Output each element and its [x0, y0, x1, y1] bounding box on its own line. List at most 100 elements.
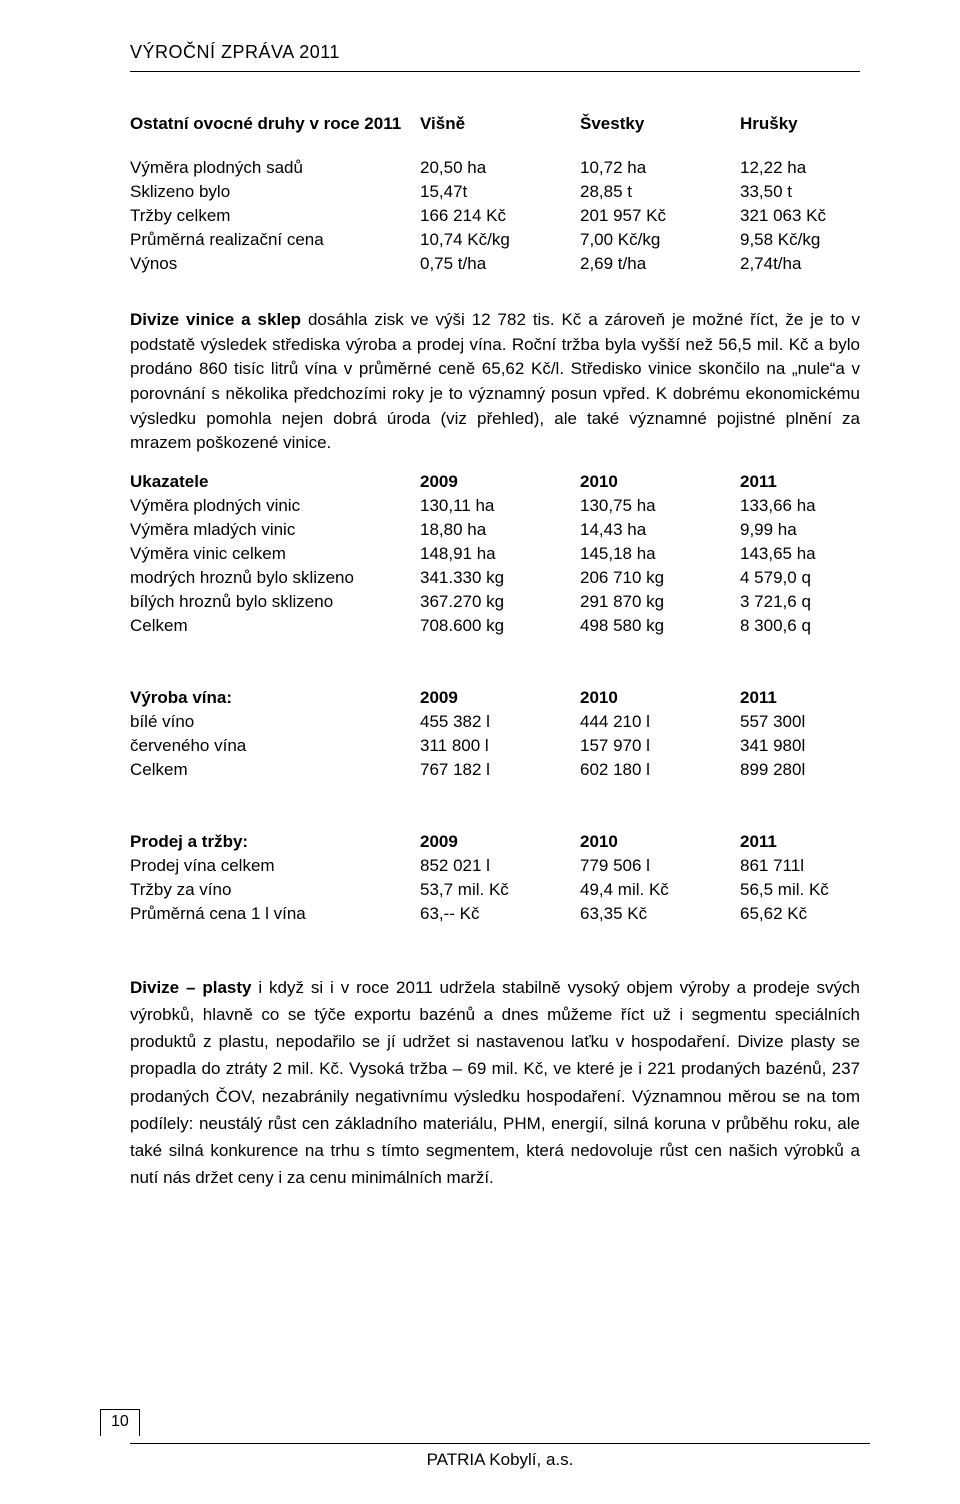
cell: 18,80 ha [420, 518, 580, 542]
page-number: 10 [100, 1409, 140, 1436]
cell: 56,5 mil. Kč [740, 878, 860, 902]
table-row: Průměrná cena 1 l vína63,-- Kč63,35 Kč65… [130, 902, 860, 926]
table-row: Výměra mladých vinic18,80 ha14,43 ha9,99… [130, 518, 860, 542]
cell: Celkem [130, 758, 420, 782]
cell: Výměra plodných sadů [130, 156, 420, 180]
cell: 899 280l [740, 758, 860, 782]
t3-h3: 2011 [740, 686, 860, 710]
t1-h0: Ostatní ovocné druhy v roce 2011 [130, 112, 420, 136]
cell: 130,75 ha [580, 494, 740, 518]
cell: 166 214 Kč [420, 204, 580, 228]
para2-lead: Divize – plasty [130, 978, 252, 997]
t2-h2: 2010 [580, 470, 740, 494]
cell: 557 300l [740, 710, 860, 734]
t2-h3: 2011 [740, 470, 860, 494]
cell: Průměrná realizační cena [130, 228, 420, 252]
cell: 602 180 l [580, 758, 740, 782]
cell: Sklizeno bylo [130, 180, 420, 204]
cell: 206 710 kg [580, 566, 740, 590]
table-row: Tržby celkem166 214 Kč201 957 Kč321 063 … [130, 204, 860, 228]
table-prodej: Prodej a tržby: 2009 2010 2011 Prodej ví… [130, 830, 860, 926]
cell: 455 382 l [420, 710, 580, 734]
t3-h1: 2009 [420, 686, 580, 710]
table-row: Celkem708.600 kg498 580 kg8 300,6 q [130, 614, 860, 638]
para1-lead: Divize vinice a sklep [130, 310, 301, 329]
cell: 3 721,6 q [740, 590, 860, 614]
cell: 2,69 t/ha [580, 252, 740, 276]
spacer [130, 136, 860, 156]
cell: 8 300,6 q [740, 614, 860, 638]
cell: 130,11 ha [420, 494, 580, 518]
cell: 291 870 kg [580, 590, 740, 614]
cell: 10,72 ha [580, 156, 740, 180]
footer: PATRIA Kobylí, a.s. [130, 1443, 870, 1470]
footer-org: PATRIA Kobylí, a.s. [130, 1450, 870, 1470]
t4-h0: Prodej a tržby: [130, 830, 420, 854]
table-ukazatele: Ukazatele 2009 2010 2011 Výměra plodných… [130, 470, 860, 638]
t4-h1: 2009 [420, 830, 580, 854]
cell: 63,-- Kč [420, 902, 580, 926]
cell: bílých hroznů bylo sklizeno [130, 590, 420, 614]
cell: 321 063 Kč [740, 204, 860, 228]
t1-h1: Višně [420, 112, 580, 136]
t3-h0: Výroba vína: [130, 686, 420, 710]
cell: Celkem [130, 614, 420, 638]
table-row: modrých hroznů bylo sklizeno341.330 kg20… [130, 566, 860, 590]
paragraph-plasty: Divize – plasty i když si i v roce 2011 … [130, 974, 860, 1192]
table-row: Výměra plodných vinic130,11 ha130,75 ha1… [130, 494, 860, 518]
cell: 133,66 ha [740, 494, 860, 518]
cell: 341.330 kg [420, 566, 580, 590]
footer-rule [130, 1443, 870, 1444]
cell: 20,50 ha [420, 156, 580, 180]
cell: Výměra mladých vinic [130, 518, 420, 542]
table-row: Sklizeno bylo15,47t28,85 t33,50 t [130, 180, 860, 204]
table-row: Prodej vína celkem852 021 l779 506 l861 … [130, 854, 860, 878]
table-row: bílých hroznů bylo sklizeno367.270 kg291… [130, 590, 860, 614]
cell: 15,47t [420, 180, 580, 204]
table-vyroba: Výroba vína: 2009 2010 2011 bílé víno455… [130, 686, 860, 782]
cell: červeného vína [130, 734, 420, 758]
cell: bílé víno [130, 710, 420, 734]
t2-h1: 2009 [420, 470, 580, 494]
cell: 0,75 t/ha [420, 252, 580, 276]
table-row: bílé víno455 382 l444 210 l557 300l [130, 710, 860, 734]
cell: 145,18 ha [580, 542, 740, 566]
table-row: Výměra vinic celkem148,91 ha145,18 ha143… [130, 542, 860, 566]
cell: 28,85 t [580, 180, 740, 204]
cell: 12,22 ha [740, 156, 860, 180]
cell: 498 580 kg [580, 614, 740, 638]
cell: 311 800 l [420, 734, 580, 758]
cell: 33,50 t [740, 180, 860, 204]
cell: 63,35 Kč [580, 902, 740, 926]
cell: Výnos [130, 252, 420, 276]
cell: modrých hroznů bylo sklizeno [130, 566, 420, 590]
cell: 444 210 l [580, 710, 740, 734]
cell: Průměrná cena 1 l vína [130, 902, 420, 926]
cell: Prodej vína celkem [130, 854, 420, 878]
cell: 9,58 Kč/kg [740, 228, 860, 252]
table-fruit: Ostatní ovocné druhy v roce 2011 Višně Š… [130, 112, 860, 276]
cell: 767 182 l [420, 758, 580, 782]
table-row: červeného vína311 800 l157 970 l341 980l [130, 734, 860, 758]
cell: 7,00 Kč/kg [580, 228, 740, 252]
table-row: Výnos0,75 t/ha2,69 t/ha2,74t/ha [130, 252, 860, 276]
page: VÝROČNÍ ZPRÁVA 2011 Ostatní ovocné druhy… [0, 0, 960, 1504]
cell: 157 970 l [580, 734, 740, 758]
para1-body: dosáhla zisk ve výši 12 782 tis. Kč a zá… [130, 310, 860, 452]
table-row: Výměra plodných sadů20,50 ha10,72 ha12,2… [130, 156, 860, 180]
cell: Výměra plodných vinic [130, 494, 420, 518]
cell: 14,43 ha [580, 518, 740, 542]
para2-body: i když si i v roce 2011 udržela stabilně… [130, 978, 860, 1187]
cell: 2,74t/ha [740, 252, 860, 276]
cell: 148,91 ha [420, 542, 580, 566]
cell: 10,74 Kč/kg [420, 228, 580, 252]
table-row: Celkem767 182 l602 180 l899 280l [130, 758, 860, 782]
cell: 779 506 l [580, 854, 740, 878]
cell: 4 579,0 q [740, 566, 860, 590]
t4-h2: 2010 [580, 830, 740, 854]
t2-h0: Ukazatele [130, 470, 420, 494]
header-title: VÝROČNÍ ZPRÁVA 2011 [130, 42, 860, 63]
table-row: Tržby za víno53,7 mil. Kč49,4 mil. Kč56,… [130, 878, 860, 902]
t1-h3: Hrušky [740, 112, 860, 136]
cell: 861 711l [740, 854, 860, 878]
